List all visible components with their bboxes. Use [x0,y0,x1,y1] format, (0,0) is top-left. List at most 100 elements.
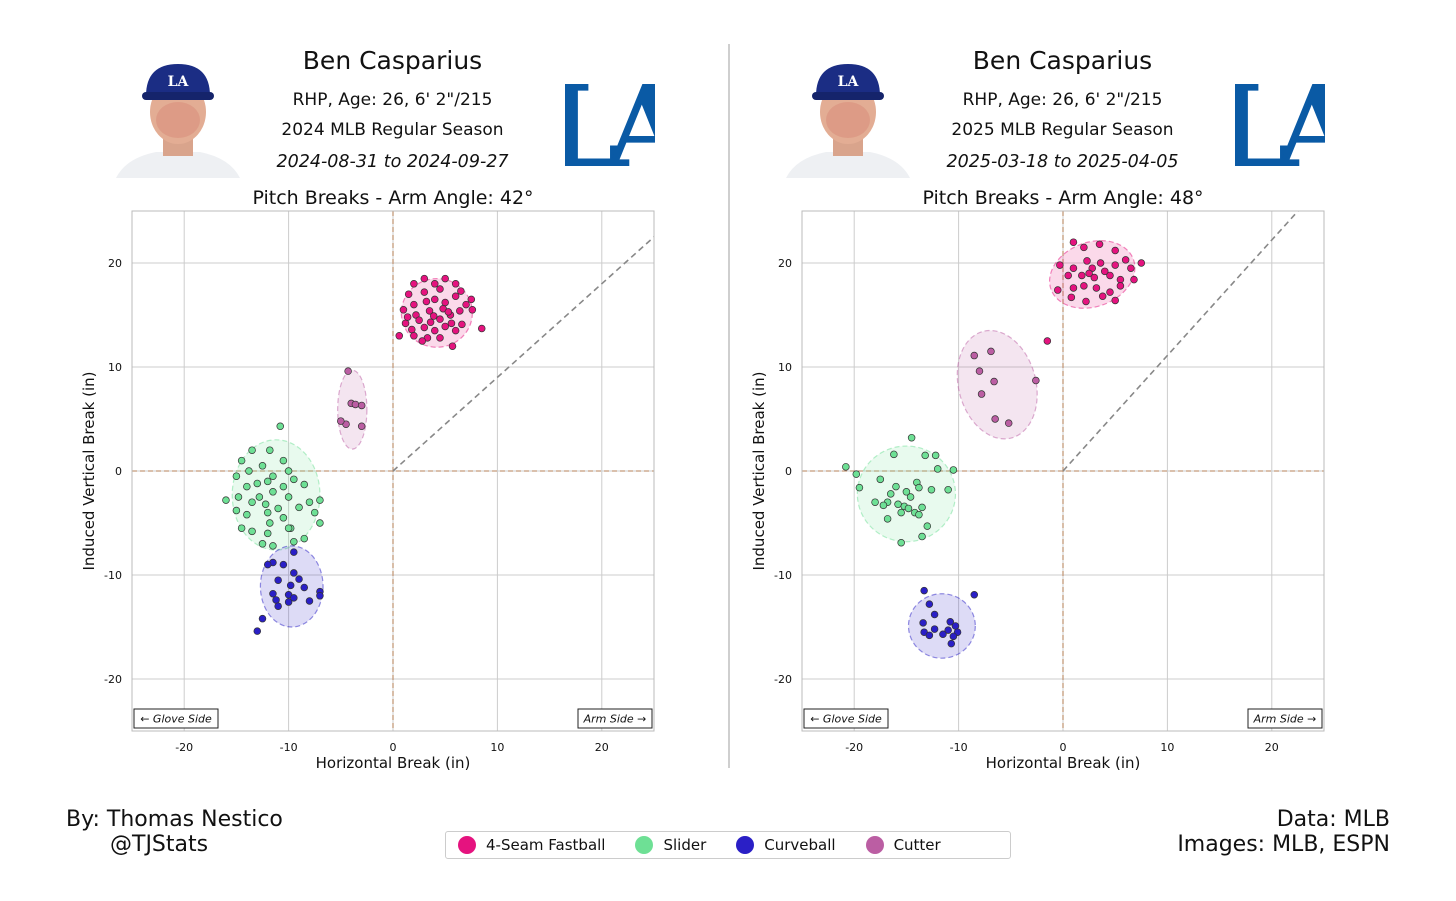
pitch-point [977,390,986,398]
team-logo: LA [565,62,655,176]
pitch-point [1064,271,1072,280]
pitch-point [1098,292,1107,301]
pitch-point [939,630,947,639]
pitch-point [286,581,295,590]
pitch-point [890,450,898,459]
pitch-point [284,493,293,501]
pitch-point [269,488,277,496]
season-label: 2025 MLB Regular Season [951,120,1174,140]
pitch-point [1121,256,1130,264]
season-label: 2024 MLB Regular Season [281,120,504,140]
pitch-point [408,325,416,334]
pitch-point [1085,269,1093,278]
player-name: Ben Casparius [972,46,1153,75]
pitch-point [1054,286,1062,294]
pitch-point [920,586,928,595]
pitch-point [279,482,288,491]
pitch-point [279,514,288,522]
player-headshot: LA [116,64,240,178]
arm-side-box [1247,708,1323,729]
pitch-point [266,519,274,527]
plot-frame [801,210,1325,732]
pitch-point [410,300,418,309]
pitch-point [883,515,892,523]
pitch-point [263,529,272,538]
arm-side-label: Arm Side → [583,713,647,726]
pitch-point [1101,267,1109,276]
pitch-point [930,610,939,619]
pitch-point [918,532,926,541]
pitch-point [357,422,366,431]
pitch-point [468,306,477,314]
pitch-point [426,318,435,327]
date-range: 2025-03-18 to 2025-04-05 [946,152,1179,172]
pitch-point [284,524,293,532]
pitch-point [253,627,262,635]
pitch-point [927,485,936,494]
pitch-point [1080,243,1088,252]
y-tick-label: 0 [785,465,792,478]
arm-angle-line [392,236,655,472]
pitch-point [448,342,457,350]
pitch-point [431,295,439,304]
legend-marker [635,836,654,854]
pitch-point [933,465,942,473]
x-tick-label: 0 [390,741,397,754]
pitch-point [1106,288,1114,296]
pitch-point [1095,240,1104,249]
pitch-point [1096,259,1105,267]
pitch-point [944,485,952,494]
plot-title: Pitch Breaks - Arm Angle: 42° [252,187,534,209]
pitch-point [431,280,439,288]
pitch-point [234,493,243,501]
pitch-point [1137,259,1146,267]
legend-item-fastball: 4-Seam Fastball [458,836,605,854]
image-source: Images: MLB, ESPN [1177,832,1390,857]
pitch-point [842,463,850,471]
pitch-point [871,498,879,506]
pitch-point [1067,293,1076,302]
y-tick-label: -10 [774,569,792,582]
pitch-point [1078,271,1086,280]
pitch-point [248,527,256,536]
panel-2024: LA Ben Casparius RHP, Age: 26, 6' 2"/215… [60,0,730,790]
pitch-point [279,456,288,465]
pitch-point [420,288,429,296]
pitch-point [436,334,444,342]
pitch-point [949,632,958,641]
pitch-point [1111,246,1119,255]
pitch-point [451,292,460,301]
x-axis-label: Horizontal Break (in) [316,754,471,772]
pitch-point [415,316,423,324]
pitch-point [886,490,895,498]
pitch-point [290,475,298,484]
pitch-point [316,496,324,504]
pitch-ellipse [337,369,368,450]
pitch-point [290,548,298,556]
pitch-break-chart: -20 -10 0 10 20 -20 -10 0 10 20 Horizontal Break (… [80,210,655,772]
pitch-point [897,508,905,517]
pitch-point [305,498,314,506]
pitch-point [902,488,911,496]
pitch-point [918,503,926,512]
player-bio: RHP, Age: 26, 6' 2"/215 [292,90,493,110]
player-bio: RHP, Age: 26, 6' 2"/215 [962,90,1163,110]
pitch-point [422,297,431,306]
pitch-point [991,415,999,423]
pitch-point [279,560,288,569]
pitch-point [925,631,934,640]
pitch-point [447,319,456,328]
author-name: By: Thomas Nestico [66,807,283,832]
x-tick-label: -10 [280,741,298,754]
pitch-point [344,367,352,375]
pitch-point [1032,376,1040,385]
pitch-point [1056,261,1064,269]
pitch-point [1106,271,1114,280]
data-source: Data: MLB [1276,807,1390,832]
panel-2025: LA Ben Casparius RHP, Age: 26, 6' 2"/215… [730,0,1400,790]
pitch-point [904,504,913,513]
pitch-point [243,510,251,519]
pitch-point [403,313,412,321]
pitch-point [245,467,253,475]
pitch-point [269,589,277,598]
